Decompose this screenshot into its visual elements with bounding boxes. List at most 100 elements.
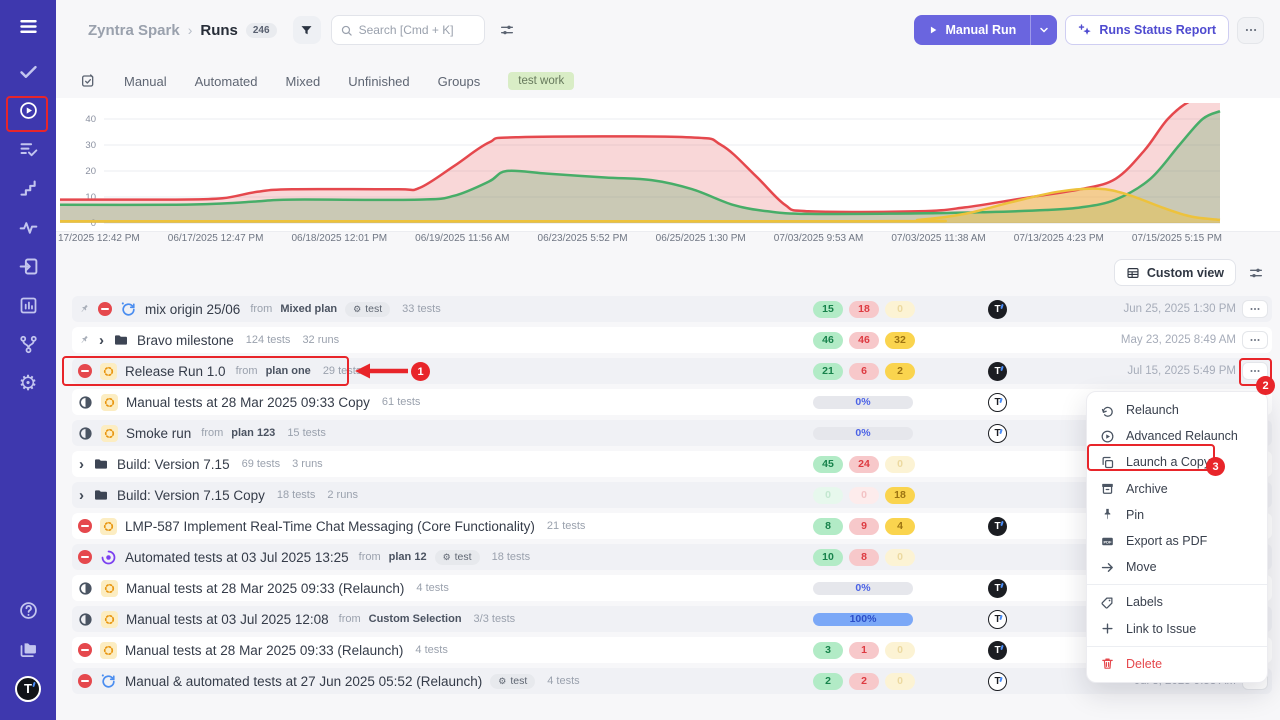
header-more-button[interactable] xyxy=(1237,16,1264,44)
run-list-icon[interactable] xyxy=(80,73,96,89)
filter-settings-icon[interactable] xyxy=(499,22,515,38)
result-counts: 15 18 0 xyxy=(813,300,915,318)
source-plan-name: Mixed plan xyxy=(280,303,338,315)
filter-button[interactable] xyxy=(292,16,321,44)
menu-item-relaunch[interactable]: Relaunch xyxy=(1087,397,1267,423)
run-meta: 69 tests xyxy=(241,458,281,470)
sidebar-item-check[interactable] xyxy=(0,52,56,91)
sidebar-user-avatar[interactable]: T xyxy=(0,669,56,708)
sidebar-item-import-box[interactable] xyxy=(0,247,56,286)
sidebar-item-help[interactable] xyxy=(0,591,56,630)
menu-item-delete[interactable]: Delete xyxy=(1087,651,1267,677)
run-row[interactable]: mix origin 25/06 from Mixed plan ⚙ test 33 te… xyxy=(72,296,1272,322)
sidebar-item-steps[interactable] xyxy=(0,169,56,208)
count-red-badge: 2 xyxy=(849,672,879,690)
sidebar-item-gear[interactable]: ⚙ xyxy=(0,364,56,403)
row-more-button[interactable] xyxy=(1242,300,1268,318)
runs-status-report-button[interactable]: Runs Status Report xyxy=(1065,15,1229,45)
svg-text:20: 20 xyxy=(85,166,96,177)
count-red-badge: 9 xyxy=(849,517,879,535)
tab-automated[interactable]: Automated xyxy=(194,73,258,89)
advanced-relaunch-icon xyxy=(1100,429,1115,444)
run-row[interactable]: Manual & automated tests at 27 Jun 2025 … xyxy=(72,668,1272,694)
manual-run-dropdown-button[interactable] xyxy=(1030,15,1058,45)
gear-icon: ⚙ xyxy=(353,304,362,314)
label-chip-test-work[interactable]: test work xyxy=(508,72,575,90)
sidebar-item-list-check[interactable] xyxy=(0,130,56,169)
run-row[interactable]: › Bravo milestone 124 tests 32 runs 46 46 32 Ma… xyxy=(72,327,1272,353)
menu-item-move[interactable]: Move xyxy=(1087,554,1267,580)
search-icon xyxy=(340,24,353,37)
run-row[interactable]: Manual tests at 03 Jul 2025 12:08 from Cus… xyxy=(72,606,1272,632)
svg-text:PDF: PDF xyxy=(1103,539,1112,544)
run-meta: 18 tests xyxy=(491,551,531,563)
tag-badge[interactable]: ⚙ test xyxy=(345,301,391,317)
x-axis-label: 06/25/2025 1:30 PM xyxy=(655,233,746,244)
tag-badge[interactable]: ⚙ test xyxy=(434,549,480,565)
sidebar-item-folders[interactable] xyxy=(0,630,56,669)
menu-item-launch-a-copy[interactable]: Launch a Copy xyxy=(1087,449,1267,475)
count-yellow-badge: 0 xyxy=(885,300,915,318)
expand-chevron-icon[interactable]: › xyxy=(79,486,84,504)
sidebar-item-branch[interactable] xyxy=(0,325,56,364)
run-row[interactable]: Smoke run from plan 123 15 tests 0% T xyxy=(72,420,1272,446)
run-row[interactable]: Release Run 1.0 from plan one 29 tests 21 6 2 T… xyxy=(72,358,1272,384)
series-passed-area xyxy=(60,111,1220,223)
assignee-avatar: T xyxy=(988,671,1007,691)
custom-view-button[interactable]: Custom view xyxy=(1113,259,1236,286)
run-meta: 18 tests xyxy=(276,489,316,501)
breadcrumb-project[interactable]: Zyntra Spark xyxy=(88,21,180,39)
run-row[interactable]: Manual tests at 28 Mar 2025 09:33 Copy 61… xyxy=(72,389,1272,415)
sidebar-item-play-circle[interactable] xyxy=(0,91,56,130)
run-row[interactable]: › Build: Version 7.15 69 tests 3 runs 45 24 0 xyxy=(72,451,1272,477)
menu-icon[interactable] xyxy=(0,0,56,52)
pin-icon xyxy=(76,332,93,349)
sidebar-item-pulse[interactable] xyxy=(0,208,56,247)
manual-run-split-button: Manual Run xyxy=(914,15,1058,45)
breadcrumb-page: Runs xyxy=(200,21,238,39)
column-settings-icon[interactable] xyxy=(1248,265,1264,281)
run-row[interactable]: Automated tests at 03 Jul 2025 13:25 from… xyxy=(72,544,1272,570)
run-row[interactable]: Manual tests at 28 Mar 2025 09:33 (Relau… xyxy=(72,637,1272,663)
x-axis-label: 07/03/2025 11:38 AM xyxy=(891,233,986,244)
menu-item-label: Pin xyxy=(1126,507,1145,522)
run-row-main: › Build: Version 7.15 Copy 18 tests 2 runs xyxy=(78,487,358,503)
menu-item-labels[interactable]: Labels xyxy=(1087,589,1267,615)
menu-item-label: Labels xyxy=(1126,595,1163,610)
status-blocked-icon xyxy=(78,364,92,378)
run-meta: 3/3 tests xyxy=(473,613,516,625)
tab-manual[interactable]: Manual xyxy=(124,73,167,89)
row-more-button[interactable] xyxy=(1242,331,1268,349)
expand-chevron-icon[interactable]: › xyxy=(99,331,104,349)
tab-mixed[interactable]: Mixed xyxy=(285,73,321,89)
menu-item-pin[interactable]: Pin xyxy=(1087,502,1267,528)
progress-bar: 0% xyxy=(813,581,913,595)
run-title: mix origin 25/06 xyxy=(145,301,241,317)
pdf-icon: PDF xyxy=(1100,534,1115,549)
sidebar-item-bar-chart[interactable] xyxy=(0,286,56,325)
tab-groups[interactable]: Groups xyxy=(437,73,481,89)
move-icon xyxy=(1100,560,1115,575)
search-input[interactable] xyxy=(358,23,476,37)
run-meta: 32 runs xyxy=(302,334,340,346)
tab-unfinished[interactable]: Unfinished xyxy=(348,73,410,89)
run-meta: 4 tests xyxy=(415,644,448,656)
manual-run-button[interactable]: Manual Run xyxy=(914,15,1031,45)
x-axis-label: 07/03/2025 9:53 AM xyxy=(773,233,864,244)
x-axis-label: 06/17/2025 12:47 PM xyxy=(167,233,264,244)
run-row[interactable]: LMP-587 Implement Real-Time Chat Messagi… xyxy=(72,513,1272,539)
run-row[interactable]: Manual tests at 28 Mar 2025 09:33 (Relau… xyxy=(72,575,1272,601)
run-row[interactable]: › Build: Version 7.15 Copy 18 tests 2 runs 0… xyxy=(72,482,1272,508)
menu-item-export-as-pdf[interactable]: PDF Export as PDF xyxy=(1087,528,1267,554)
expand-chevron-icon[interactable]: › xyxy=(79,455,84,473)
run-date: Jul 15, 2025 5:49 PM xyxy=(1127,365,1236,377)
sidebar: ⚙ T xyxy=(0,0,56,720)
menu-item-link-to-issue[interactable]: Link to Issue xyxy=(1087,616,1267,642)
row-more-button[interactable] xyxy=(1242,362,1268,380)
runs-table: mix origin 25/06 from Mixed plan ⚙ test 33 te… xyxy=(72,296,1272,699)
from-label: from xyxy=(338,613,361,625)
menu-item-advanced-relaunch[interactable]: Advanced Relaunch xyxy=(1087,423,1267,449)
tag-badge[interactable]: ⚙ test xyxy=(490,673,536,689)
count-red-badge: 1 xyxy=(849,641,879,659)
menu-item-archive[interactable]: Archive xyxy=(1087,476,1267,502)
